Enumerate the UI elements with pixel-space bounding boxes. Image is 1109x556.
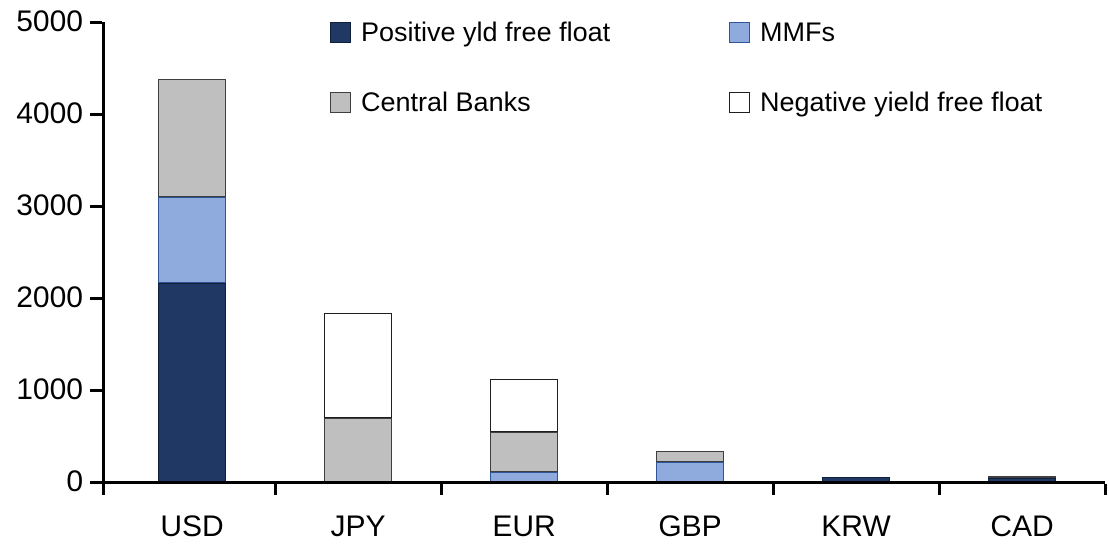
legend-swatch-positive-yld-free-float	[330, 22, 351, 43]
x-axis-category-label-eur: EUR	[492, 510, 556, 543]
bar-segment-jpy-central-banks	[324, 417, 392, 482]
x-axis-tick	[1104, 484, 1107, 495]
legend-swatch-negative-yield-free-float	[729, 92, 750, 113]
y-axis-tick-label: 3000	[16, 189, 83, 222]
x-axis-tick	[938, 484, 941, 495]
y-axis-tick-label: 1000	[16, 373, 83, 406]
x-axis-tick	[772, 484, 775, 495]
legend-label-positive-yld-free-float: Positive yld free float	[361, 17, 611, 47]
y-axis-line	[102, 22, 105, 495]
bar-segment-eur-central-banks	[490, 431, 558, 472]
x-axis-category-label-gbp: GBP	[658, 510, 722, 543]
y-axis-tick	[90, 388, 102, 392]
y-axis-tick	[90, 480, 102, 484]
y-axis-tick	[90, 204, 102, 208]
bar-segment-jpy-negative-yield-free-float	[324, 312, 392, 418]
bar-segment-usd-central-banks	[158, 79, 226, 197]
y-axis-tick	[90, 296, 102, 300]
x-axis-line	[102, 481, 1105, 484]
y-axis-tick-label: 4000	[16, 97, 83, 130]
legend-swatch-central-banks	[330, 92, 351, 113]
x-axis-category-label-krw: KRW	[821, 510, 891, 543]
legend-label-central-banks: Central Banks	[361, 87, 531, 117]
x-axis-category-label-cad: CAD	[990, 510, 1054, 543]
y-axis-tick-label: 2000	[16, 281, 83, 314]
bar-segment-eur-negative-yield-free-float	[490, 378, 558, 432]
legend-label-mmfs: MMFs	[760, 17, 835, 47]
x-axis-category-label-jpy: JPY	[330, 510, 386, 543]
bar-segment-usd-positive-yld-free-float	[158, 283, 226, 482]
legend-label-negative-yield-free-float: Negative yield free float	[760, 87, 1043, 117]
legend-swatch-mmfs	[729, 22, 750, 43]
y-axis-tick	[90, 112, 102, 116]
x-axis-tick	[274, 484, 277, 495]
bar-segment-gbp-mmfs	[656, 461, 724, 482]
bar-segment-usd-mmfs	[158, 196, 226, 284]
x-axis-tick	[440, 484, 443, 495]
y-axis-tick	[90, 20, 102, 24]
y-axis-tick-label: 0	[66, 465, 83, 498]
y-axis-tick-label: 5000	[16, 5, 83, 38]
x-axis-tick	[606, 484, 609, 495]
bar-segment-cad-central-banks	[988, 475, 1056, 478]
bar-segment-gbp-central-banks	[656, 451, 724, 462]
x-axis-category-label-usd: USD	[160, 510, 224, 543]
